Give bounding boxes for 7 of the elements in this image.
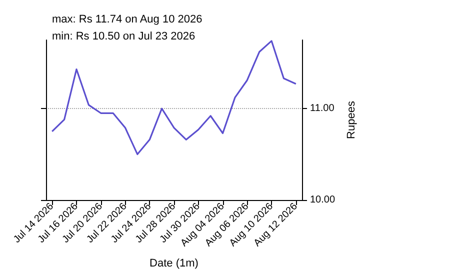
text: max: Rs 11.74 on Aug 10 2026 — [52, 14, 202, 26]
x-axis-title: Date (1m) — [150, 258, 198, 270]
annotation: min: Rs 10.50 on Jul 23 2026 — [52, 30, 196, 42]
y-tick-label: 11.00 — [310, 103, 335, 114]
line-series — [51, 40, 297, 156]
y-axis-title: Rupees — [345, 100, 358, 139]
y-tick-label: 10.00 — [310, 194, 336, 206]
